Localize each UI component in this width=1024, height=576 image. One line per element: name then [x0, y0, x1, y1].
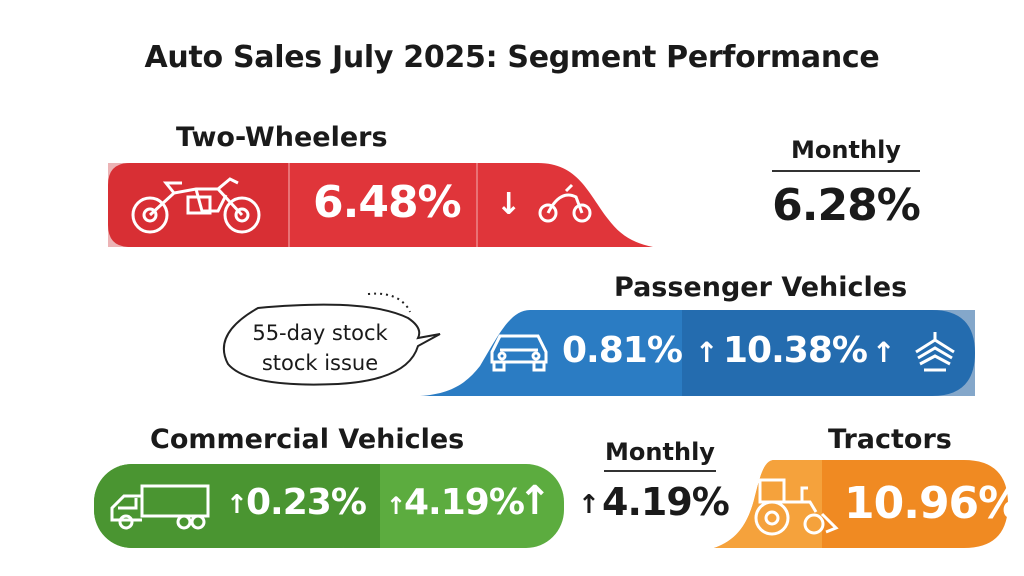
monthly-top-label: Monthly	[791, 136, 901, 164]
page-title: Auto Sales July 2025: Segment Performanc…	[144, 40, 880, 75]
tractors-value: 10.96%	[844, 478, 1008, 529]
callout-text: 55-day stock stock issue	[236, 318, 404, 378]
monthly-bottom-divider	[604, 470, 716, 472]
commercial-vehicles-up-arrow-1: ↑	[226, 490, 248, 520]
commercial-vehicles-up-arrow-3: ↑	[518, 478, 552, 524]
commercial-vehicles-label: Commercial Vehicles	[150, 424, 465, 455]
two-wheelers-banner: 6.48% ↓	[108, 163, 653, 247]
commercial-vehicles-value-1: 0.23%	[246, 482, 367, 523]
car-icon	[484, 328, 554, 378]
monthly-top-value: 6.28%	[772, 180, 921, 231]
callout-line-1: 55-day stock	[252, 321, 388, 345]
commercial-vehicles-banner: ↑ 0.23% ↑ 4.19% ↑	[94, 464, 564, 548]
truck-icon	[108, 482, 212, 532]
boat-icon	[912, 330, 958, 376]
monthly-top-divider	[772, 170, 920, 172]
commercial-vehicles-value-2: 4.19%	[404, 482, 525, 523]
monthly-bottom-up-arrow: ↑	[578, 490, 600, 520]
passenger-vehicles-label: Passenger Vehicles	[614, 272, 908, 303]
passenger-vehicles-up-arrow-2: ↑	[872, 336, 896, 369]
tractors-banner: 10.96%	[714, 460, 1008, 548]
passenger-vehicles-banner: 0.81% ↑ 10.38% ↑	[420, 310, 975, 396]
motorcycle-icon	[126, 175, 268, 235]
callout-line-2: stock issue	[261, 351, 379, 375]
tractors-label: Tractors	[828, 424, 952, 455]
commercial-vehicles-up-arrow-2: ↑	[386, 492, 407, 520]
two-wheelers-value: 6.48%	[313, 177, 462, 228]
callout-bubble	[218, 288, 448, 398]
scooter-icon	[536, 183, 596, 227]
two-wheelers-label: Two-Wheelers	[176, 122, 388, 153]
passenger-vehicles-value-2: 10.38%	[723, 330, 868, 371]
tractor-icon	[750, 474, 840, 538]
monthly-bottom-value: 4.19%	[602, 480, 730, 524]
passenger-vehicles-up-arrow-1: ↑	[695, 336, 719, 369]
two-wheelers-down-arrow: ↓	[496, 187, 522, 222]
monthly-bottom-label: Monthly	[605, 438, 715, 466]
passenger-vehicles-value-1: 0.81%	[562, 330, 683, 371]
